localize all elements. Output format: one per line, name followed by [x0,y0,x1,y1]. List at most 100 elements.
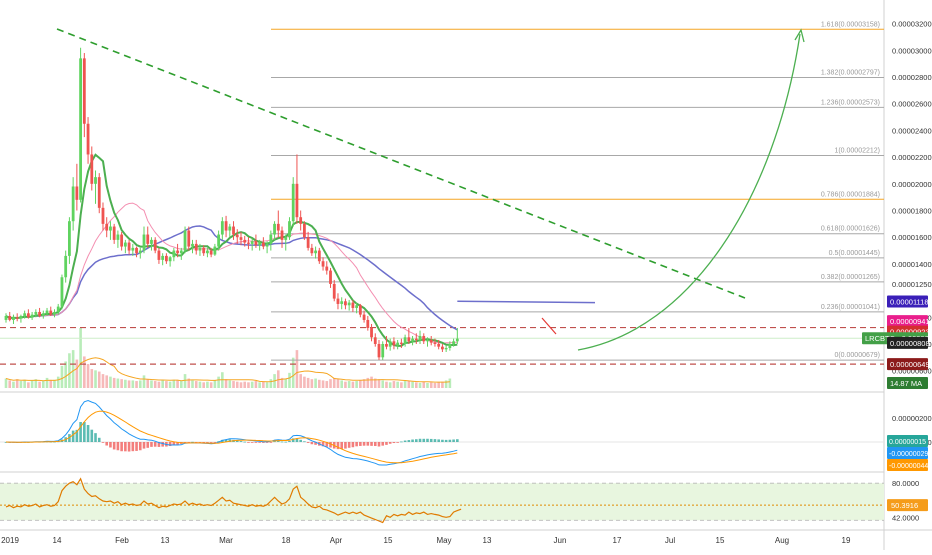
volume-bar [228,380,232,388]
price-axis-tick: 0.00003000 [892,46,932,55]
candle-body [97,177,101,208]
volume-bar [23,379,26,388]
macd-histogram-bar [124,442,127,452]
volume-bar [161,380,164,388]
volume-bar [247,382,250,388]
candle-body [269,234,273,244]
macd-histogram-bar [71,430,75,442]
macd-histogram-bar [433,439,437,442]
macd-badge [887,435,928,447]
volume-bar [217,376,220,388]
volume-bar [68,353,71,388]
volume-bar [299,374,302,388]
candle-body [418,335,422,340]
time-axis-tick: 19 [842,536,851,545]
macd-histogram-bar [79,421,82,442]
volume-bar [83,356,86,388]
candle-body [258,242,262,246]
candle-body [344,301,347,306]
candle-body [60,277,64,307]
candle-body [4,315,8,320]
price-badge [887,377,928,389]
volume-bar [124,379,127,388]
fib-level-label: 1.382(0.00002797) [821,69,880,76]
macd-histogram-bar [407,440,411,442]
fib-level-label: 1.236(0.00002573) [821,99,880,106]
macd-histogram-bar [120,442,123,452]
macd-histogram-bar [422,438,426,442]
volume-bar [310,379,314,388]
candle-body [247,242,250,244]
price-badge-text: 0.00000923 [890,328,930,337]
candle-body [340,301,344,304]
candle-body [351,302,355,308]
macd-badge-text: -0.00000029 [889,451,928,458]
candle-body [347,302,351,306]
volume-bar [366,377,370,388]
volume-bar [168,381,172,388]
volume-bar [284,378,288,388]
candle-body [127,242,131,251]
macd-histogram-bar [135,442,138,451]
volume-bar [90,369,94,388]
volume-bar [49,380,53,388]
ma-mid-line [5,202,458,344]
fib-level-label: 1(0.00002212) [834,148,880,155]
macd-histogram-bar [288,440,291,442]
time-axis-tick: 17 [613,536,622,545]
macd-histogram-bar [444,439,448,442]
volume-bar [202,382,205,388]
macd-histogram-bar [351,442,355,448]
rsi-badge-text: 50.3916 [891,501,918,510]
candle-body [321,261,325,267]
volume-bar [288,372,291,388]
volume-bar [120,379,123,388]
candle-body [228,226,232,231]
candle-body [34,311,38,315]
volume-bar [42,381,45,388]
volume-bar [146,379,150,388]
fib-level-label: 1.618(0.00003158) [821,21,880,28]
volume-bar [187,378,191,388]
volume-bar [262,381,265,388]
volume-bar [180,381,183,388]
macd-histogram-bar [310,442,314,445]
candle-body [26,313,30,318]
candle-body [23,313,27,316]
volume-bar [150,380,153,388]
volume-bar [336,378,340,388]
candle-body [105,223,109,231]
candle-body [153,239,157,251]
volume-bar [269,379,273,388]
volume-bar [183,374,187,388]
volume-bar [232,381,235,388]
candle-body [161,255,165,260]
macd-histogram-bar [336,442,340,450]
candle-body [329,270,332,284]
volume-bar [194,381,198,388]
candle-body [235,234,239,238]
volume-bar [105,375,109,388]
price-badge-text: 14.87 MA [890,379,922,388]
volume-bar [321,380,325,388]
candle-body [71,186,75,222]
time-axis-tick: 13 [483,536,492,545]
volume-bar [325,381,329,388]
macd-signal-line [5,410,458,464]
volume-bar [347,381,351,388]
candle-body [112,226,116,240]
volume-bar [206,381,209,388]
candle-body [206,250,209,254]
volume-bar [415,382,418,388]
volume-bar [157,381,161,388]
candle-body [142,234,146,251]
macd-histogram-bar [325,442,329,447]
volume-bar [86,364,90,388]
candle-body [261,242,265,247]
macd-histogram-bar [448,439,452,442]
candle-body [377,343,381,358]
macd-histogram-bar [217,441,220,442]
candle-body [224,221,228,231]
